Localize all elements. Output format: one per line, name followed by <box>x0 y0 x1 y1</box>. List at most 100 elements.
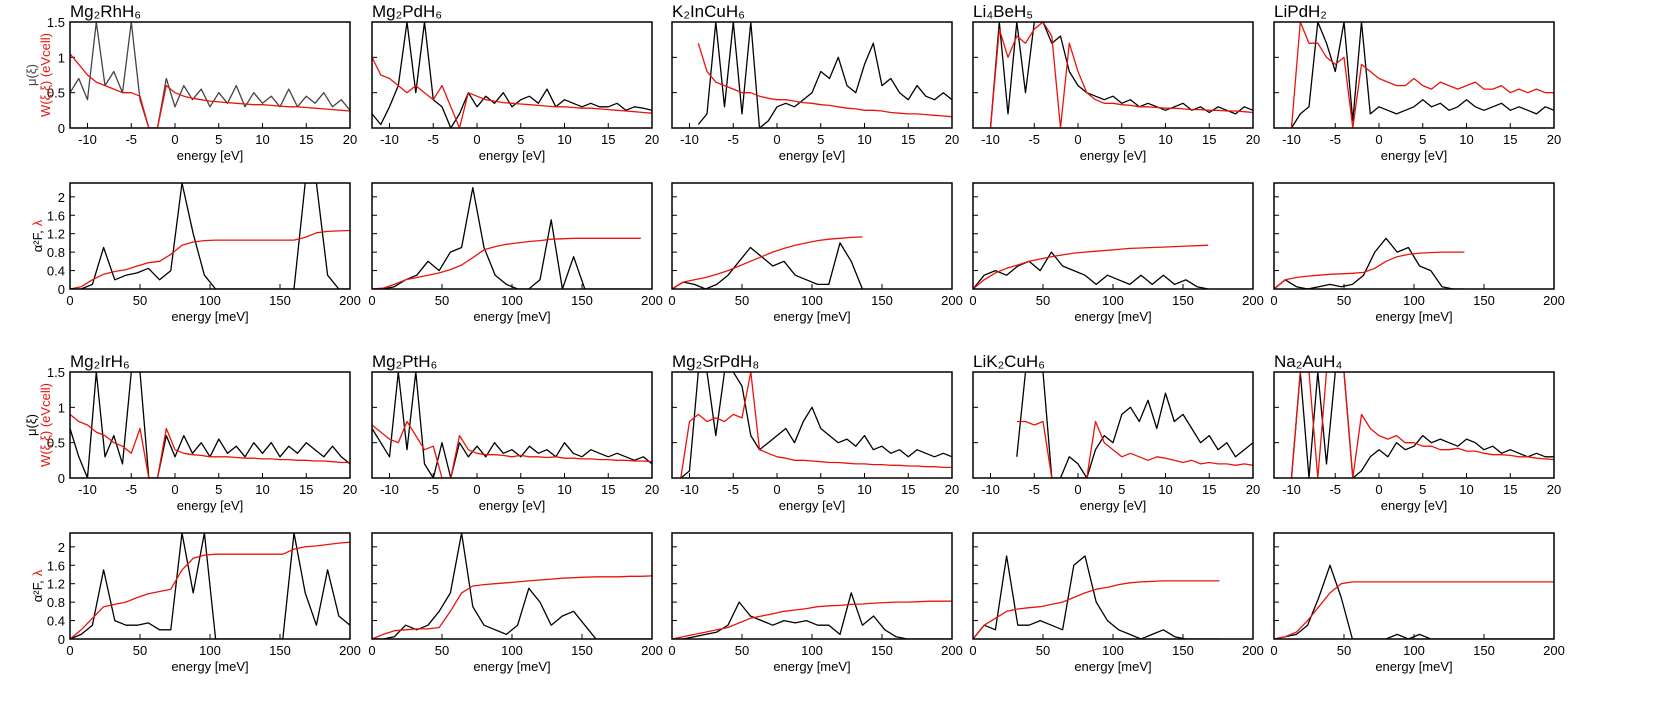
panel: -10 -5 0 5 10 15 20 Mg₂PtH₆ energy [eV] <box>371 352 659 513</box>
panel-title: Mg₂IrH₆ <box>70 352 130 371</box>
plot-frame <box>69 532 351 640</box>
x-tick-label: 5 <box>817 132 824 147</box>
y-axis-label: α²F, λ <box>30 569 45 602</box>
x-tick-label: 100 <box>199 293 221 308</box>
x-tick-label: 5 <box>1118 482 1125 497</box>
x-tick-label: 50 <box>1036 293 1050 308</box>
panel: 0 50 100 150 200 energy [meV] <box>368 182 663 324</box>
x-tick-label: 200 <box>941 293 963 308</box>
series-line <box>672 236 863 289</box>
x-tick-label: 20 <box>343 132 357 147</box>
x-tick-label: 150 <box>571 293 593 308</box>
series-line <box>672 242 864 289</box>
series-line <box>70 53 350 128</box>
series-line <box>70 183 350 289</box>
plot-area <box>697 22 952 128</box>
y-axis-label: μ(ξ) <box>24 414 39 436</box>
x-tick-label: 15 <box>1202 482 1216 497</box>
x-axis-label: energy [meV] <box>773 309 850 324</box>
x-tick-label: -10 <box>680 482 699 497</box>
x-tick-label: -10 <box>380 482 399 497</box>
x-tick-label: 200 <box>1543 643 1565 658</box>
x-tick-label: 150 <box>871 643 893 658</box>
series-line <box>973 244 1209 289</box>
x-axis-label: energy [meV] <box>1074 659 1151 674</box>
x-tick-label: 20 <box>945 482 959 497</box>
panel: 0 50 100 150 200 energy [meV] <box>368 532 663 674</box>
plot-area <box>973 244 1209 289</box>
x-axis-label: energy [meV] <box>171 659 248 674</box>
x-tick-label: -10 <box>78 132 97 147</box>
panel-title: Na₂AuH₄ <box>1274 352 1342 371</box>
series-line <box>70 22 350 128</box>
plot-frame <box>1273 371 1555 479</box>
x-axis-label: energy [eV] <box>479 498 546 513</box>
series-line <box>672 600 952 639</box>
x-tick-label: -10 <box>680 132 699 147</box>
x-tick-label: 100 <box>1403 643 1425 658</box>
x-tick-label: 15 <box>601 132 615 147</box>
x-tick-label: 0 <box>171 132 178 147</box>
panel: 0 50 100 150 200 energy [meV] <box>1270 532 1565 674</box>
x-tick-label: 0 <box>368 643 375 658</box>
panel-title: Mg₂PtH₆ <box>372 352 437 371</box>
x-tick-label: 20 <box>645 132 659 147</box>
panel: -10 -5 0 5 10 15 20 LiPdH₂ energy [eV] <box>1273 2 1561 163</box>
panel: -10 -5 0 5 10 15 20 0 0.5 1 1.5 Mg₂RhH₆ energy [eV] μ… <box>24 2 357 163</box>
series-line <box>372 575 652 639</box>
x-tick-label: 10 <box>1459 482 1473 497</box>
plot-frame <box>972 532 1254 640</box>
x-tick-label: 5 <box>1419 482 1426 497</box>
x-tick-label: 100 <box>501 293 523 308</box>
panel-title: Mg₂SrPdH₈ <box>672 352 759 371</box>
x-tick-label: 100 <box>801 643 823 658</box>
plot-frame <box>972 21 1254 129</box>
x-tick-label: 10 <box>1158 132 1172 147</box>
x-tick-label: 10 <box>857 132 871 147</box>
plot-frame <box>972 182 1254 290</box>
x-tick-label: 5 <box>215 132 222 147</box>
x-axis-label: energy [eV] <box>1381 148 1448 163</box>
plot-frame <box>371 21 653 129</box>
series-line <box>1274 581 1554 639</box>
x-tick-label: -10 <box>380 132 399 147</box>
x-tick-label: 50 <box>735 643 749 658</box>
y-axis-label-part: λ <box>30 219 45 226</box>
x-tick-label: 15 <box>1202 132 1216 147</box>
x-tick-label: 100 <box>801 293 823 308</box>
x-tick-label: 0 <box>66 293 73 308</box>
x-tick-label: 0 <box>668 293 675 308</box>
panel-title: Mg₂PdH₆ <box>372 2 442 21</box>
series-line <box>1290 22 1554 128</box>
x-tick-label: 0 <box>66 643 73 658</box>
x-tick-label: 5 <box>817 482 824 497</box>
x-axis-label: energy [eV] <box>779 498 846 513</box>
x-tick-label: -5 <box>1329 482 1341 497</box>
x-tick-label: 200 <box>641 293 663 308</box>
series-line <box>70 229 350 289</box>
x-tick-label: 5 <box>1419 132 1426 147</box>
x-tick-label: 20 <box>1246 132 1260 147</box>
y-tick-label: 0 <box>58 632 65 647</box>
x-tick-label: -5 <box>427 132 439 147</box>
y-tick-label: 1.2 <box>47 577 65 592</box>
x-tick-label: 100 <box>501 643 523 658</box>
y-tick-label: 1.5 <box>47 365 65 380</box>
x-tick-label: -10 <box>981 482 1000 497</box>
x-tick-label: 10 <box>255 132 269 147</box>
x-tick-label: 10 <box>1158 482 1172 497</box>
y-tick-label: 2 <box>58 540 65 555</box>
plot-frame <box>69 182 351 290</box>
x-tick-label: 10 <box>1459 132 1473 147</box>
x-axis-label: energy [meV] <box>1074 309 1151 324</box>
x-axis-label: energy [meV] <box>171 309 248 324</box>
x-tick-label: 0 <box>1270 643 1277 658</box>
plot-area <box>1016 372 1253 478</box>
x-tick-label: 15 <box>601 482 615 497</box>
x-tick-label: -10 <box>981 132 1000 147</box>
x-tick-label: 100 <box>1102 643 1124 658</box>
x-tick-label: 0 <box>773 482 780 497</box>
x-tick-label: 5 <box>215 482 222 497</box>
x-tick-label: 50 <box>435 293 449 308</box>
